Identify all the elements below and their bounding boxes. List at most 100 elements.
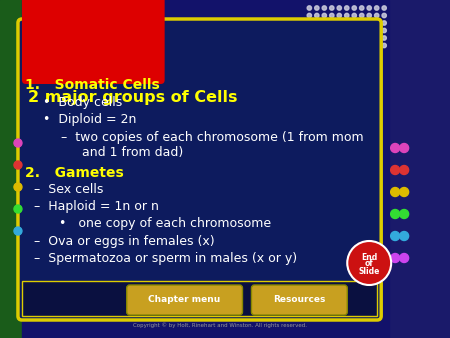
Circle shape [329,6,334,10]
Circle shape [391,254,400,263]
Circle shape [14,183,22,191]
Circle shape [315,13,319,18]
Circle shape [14,227,22,235]
Circle shape [382,21,387,25]
Circle shape [345,13,349,18]
Text: Slide: Slide [359,266,380,275]
Circle shape [347,241,391,285]
Text: of: of [365,260,374,268]
Text: and 1 from dad): and 1 from dad) [70,146,183,159]
Circle shape [382,6,387,10]
Text: Copyright © by Holt, Rinehart and Winston. All rights reserved.: Copyright © by Holt, Rinehart and Winsto… [133,322,306,328]
Circle shape [352,13,356,18]
Polygon shape [389,0,449,338]
Text: –  two copies of each chromosome (1 from mom: – two copies of each chromosome (1 from … [61,131,363,144]
Circle shape [322,6,327,10]
Circle shape [391,144,400,152]
Circle shape [367,13,371,18]
Circle shape [307,43,311,48]
Circle shape [322,13,327,18]
Text: End: End [361,252,378,262]
Circle shape [337,36,342,40]
Circle shape [382,28,387,33]
Text: –  Sex cells: – Sex cells [34,183,103,196]
Circle shape [400,254,409,263]
Circle shape [345,6,349,10]
Circle shape [337,21,342,25]
Circle shape [322,21,327,25]
Circle shape [322,43,327,48]
Circle shape [352,28,356,33]
Circle shape [14,139,22,147]
Text: –  Spermatozoa or sperm in males (x or y): – Spermatozoa or sperm in males (x or y) [34,252,297,265]
Circle shape [360,36,364,40]
Circle shape [367,28,371,33]
Polygon shape [22,0,389,338]
FancyBboxPatch shape [22,281,377,316]
Circle shape [400,166,409,174]
Text: –  Haploid = 1n or n: – Haploid = 1n or n [34,200,158,213]
Circle shape [307,21,311,25]
Text: 2.   Gametes: 2. Gametes [25,166,123,179]
Text: 1.   Somatic Cells: 1. Somatic Cells [25,78,159,92]
Text: Chapter menu: Chapter menu [148,295,221,305]
Polygon shape [0,0,22,338]
Circle shape [374,43,379,48]
Text: •  Body cells: • Body cells [43,96,122,108]
Text: Resources: Resources [273,295,325,305]
Circle shape [329,21,334,25]
Circle shape [345,36,349,40]
Circle shape [352,43,356,48]
Circle shape [374,36,379,40]
Circle shape [391,188,400,196]
Circle shape [322,36,327,40]
FancyBboxPatch shape [252,285,347,315]
Text: 2 major groups of Cells: 2 major groups of Cells [28,90,238,105]
Circle shape [352,36,356,40]
FancyBboxPatch shape [127,285,243,315]
Circle shape [374,6,379,10]
Circle shape [345,21,349,25]
Circle shape [400,210,409,218]
Circle shape [360,43,364,48]
Circle shape [315,36,319,40]
Circle shape [337,6,342,10]
Text: –  Ova or eggs in females (x): – Ova or eggs in females (x) [34,235,214,248]
Circle shape [382,13,387,18]
Text: •   one copy of each chromosome: • one copy of each chromosome [47,217,271,230]
Circle shape [360,28,364,33]
Circle shape [315,6,319,10]
Circle shape [374,28,379,33]
Circle shape [14,205,22,213]
Circle shape [352,21,356,25]
FancyBboxPatch shape [18,19,381,320]
Circle shape [391,232,400,241]
Circle shape [382,36,387,40]
Circle shape [367,43,371,48]
Circle shape [367,36,371,40]
Circle shape [329,13,334,18]
Circle shape [307,6,311,10]
Circle shape [360,21,364,25]
Circle shape [307,36,311,40]
Circle shape [329,43,334,48]
Circle shape [337,13,342,18]
Circle shape [367,21,371,25]
Circle shape [345,43,349,48]
Text: •  Diploid = 2n: • Diploid = 2n [43,113,136,125]
Circle shape [352,6,356,10]
Circle shape [374,13,379,18]
FancyBboxPatch shape [22,0,165,84]
Circle shape [329,36,334,40]
Circle shape [337,43,342,48]
Circle shape [400,232,409,241]
Circle shape [14,161,22,169]
Circle shape [382,43,387,48]
Circle shape [400,188,409,196]
Circle shape [337,28,342,33]
Circle shape [391,166,400,174]
Circle shape [345,28,349,33]
Circle shape [307,13,311,18]
Circle shape [360,13,364,18]
Circle shape [374,21,379,25]
